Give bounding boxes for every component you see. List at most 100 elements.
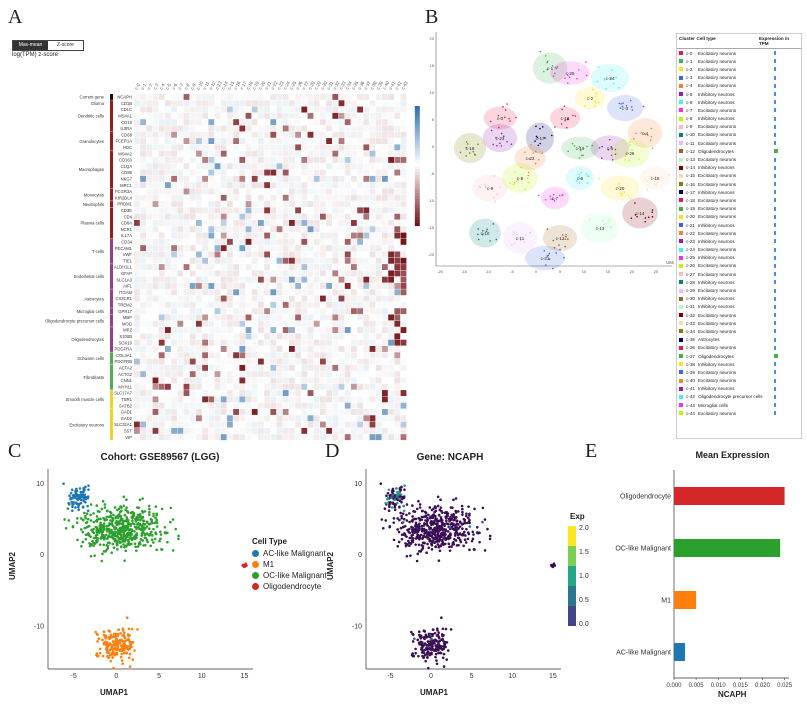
heatmap-cell [239,421,246,428]
umap-cluster-point [651,209,654,211]
umap-point [101,654,105,658]
cluster-legend-swatch [679,239,683,244]
umap-point [112,644,116,647]
heatmap-cell [183,352,190,359]
umap-cluster-label: c-14 [636,211,645,216]
toggle-z-score[interactable]: Z-score [48,41,83,50]
heatmap-cell [152,100,159,107]
umap-point [74,506,77,509]
heatmap-cell [134,352,140,359]
heatmap-gene-label: PDGFRA [115,347,133,352]
umap-point [424,519,427,522]
heatmap-cell [140,427,146,434]
umap-point [454,525,457,528]
heatmap-cell [313,150,320,157]
heatmap-cell [388,434,394,441]
heatmap-cell [227,201,233,207]
umap-point [419,533,423,537]
heatmap-cell [382,220,388,226]
heatmap-cell [282,314,289,321]
toggle-max-mean[interactable]: Max-mean [13,41,48,50]
umap-point [413,637,416,641]
heatmap-cell [227,415,233,422]
heatmap-cell [177,308,184,315]
heatmap-cell [326,320,332,327]
umap-cluster-label: c-7 [552,196,559,201]
umap-cluster-point [621,192,624,195]
heatmap-cell [152,138,159,144]
heatmap-cell [320,421,326,428]
heatmap-cell [208,320,215,327]
celltype-label: Excitatory neurons [69,422,104,427]
heatmap-cell [171,232,177,239]
heatmap-cell [394,333,401,340]
heatmap-cell [382,314,388,321]
heatmap-cell [295,396,301,403]
umap-point [409,542,413,545]
heatmap-col-label: c-41 [388,80,397,91]
umap-point [141,519,145,522]
heatmap-cell [394,409,401,415]
heatmap-cell [251,434,258,441]
umap-point [79,490,83,494]
umap-point [116,548,119,551]
umap-point [418,506,422,509]
heatmap-cell [338,295,345,302]
cluster-legend-expression-bar [774,116,776,121]
heatmap-cell [382,434,388,441]
heatmap-cell [258,333,264,340]
cluster-legend-id: c-0 [686,50,693,56]
umap-point [451,515,455,519]
umap-cluster-point [586,181,589,184]
heatmap-cell [400,251,407,258]
heatmap-cell [382,339,388,346]
heatmap-cell [301,157,308,163]
bar-category-label: AC-like Malignant [616,650,671,657]
heatmap-gene-label: MBP [123,315,132,320]
heatmap-cell [326,314,332,321]
heatmap-cell [369,339,376,346]
heatmap-cell [264,175,270,182]
heatmap-cell [344,201,351,207]
celltype-legend-label: AC-like Malignant [263,549,326,558]
umap-cluster-point [552,267,554,270]
heatmap-cell [375,427,382,434]
umap-cluster-point [584,105,586,107]
heatmap-cell [326,402,332,409]
heatmap-cell [196,377,202,384]
heatmap-cell [388,238,394,245]
heatmap-cell [220,427,227,434]
heatmap-cell [326,327,332,333]
heatmap-cell [146,220,153,226]
heatmap-cell [202,150,208,157]
umap-point [86,525,89,529]
heatmap-cell [388,106,394,113]
umap-point [403,488,406,491]
heatmap-cell [382,226,388,233]
heatmap-cell [363,213,370,220]
heatmap-cell [239,270,246,277]
umap-cluster-point [524,151,526,153]
heatmap-cell [375,150,382,157]
heatmap-cell [134,327,140,333]
umap-cluster-point [527,171,530,174]
heatmap-cell [332,415,339,422]
umap-point [397,540,401,544]
heatmap-cell [270,182,277,189]
heatmap-cell [183,301,190,308]
heatmap-cell [171,150,177,157]
heatmap-cell [140,238,146,245]
heatmap-cell [382,175,388,182]
heatmap-cell [344,333,351,340]
heatmap-col-label: c-27 [301,80,310,91]
heatmap-cell [202,100,208,107]
heatmap-cell [171,251,177,258]
heatmap-cell [140,125,146,132]
display-toggle[interactable]: Max-mean Z-score [12,40,84,51]
heatmap-cell [351,112,357,119]
heatmap-cell [264,270,270,277]
heatmap-cell [245,270,252,277]
umap-cluster-point [552,193,555,196]
heatmap-cell [146,377,153,384]
colorbar-tick: 1.5 [579,549,589,556]
